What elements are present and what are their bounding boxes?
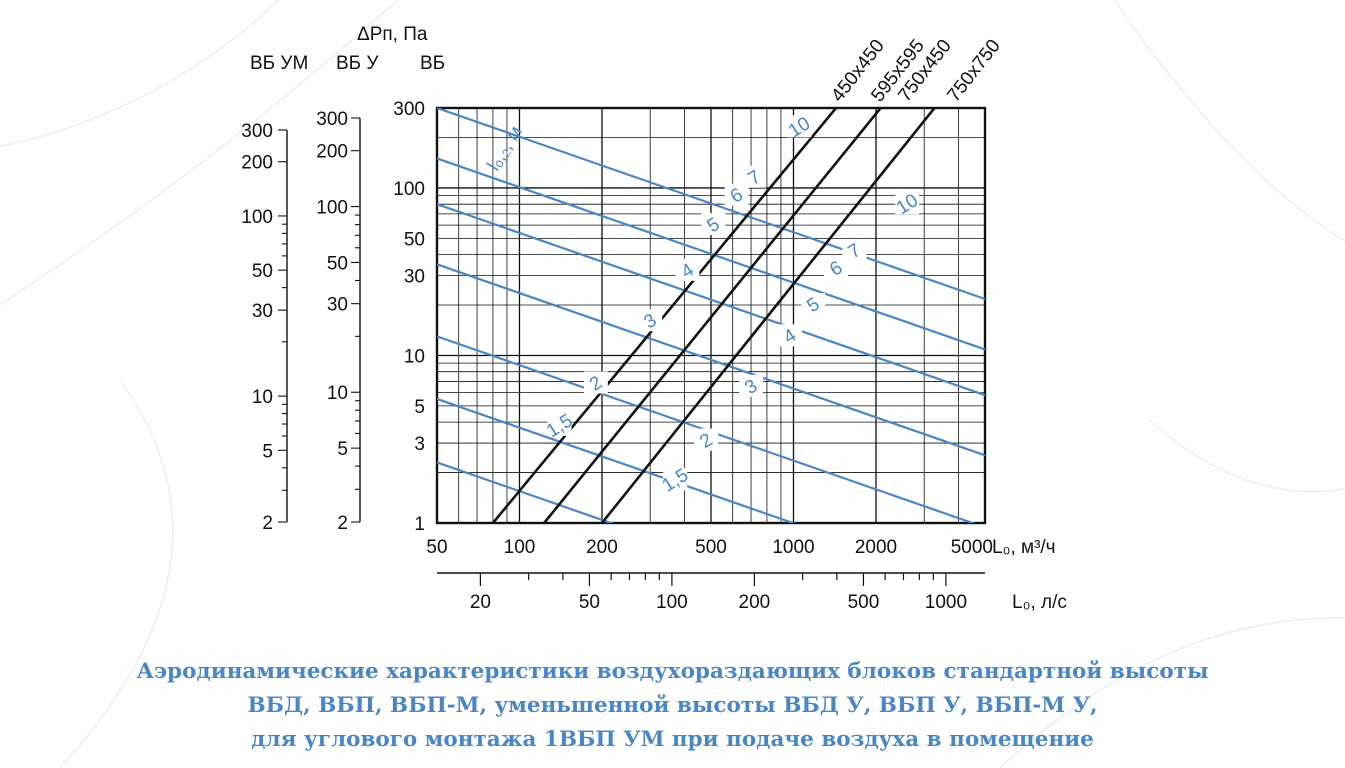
y-tick-label: 30 (404, 267, 425, 288)
series-line (600, 108, 936, 523)
y-axis: 1 3 5 10 30 50 100 300 (393, 99, 425, 535)
x-axis-label: L₀, м³/ч (992, 537, 1056, 558)
caption-line-3: для углового монтажа 1ВБП УМ при подаче … (251, 727, 1094, 752)
vbum-axis-tick-label: 200 (241, 153, 273, 174)
bg-arc (1149, 419, 1345, 493)
pressure-header: ΔPп, Па (357, 24, 428, 45)
x-tick-label: 1000 (772, 537, 814, 558)
vbum-axis-title: ВБ УМ (250, 53, 308, 74)
y-tick-label: 5 (414, 397, 425, 418)
vbum-axis-tick-label: 10 (252, 387, 273, 408)
throw-label-bg (724, 183, 749, 206)
vbu-axis: 2 5 10 30 50 100 200 300 (316, 109, 361, 534)
throw-lines (437, 108, 985, 523)
x-tick-label: 5000 (951, 537, 993, 558)
throw-label-bg (739, 374, 764, 397)
x-tick-label: 2000 (855, 537, 897, 558)
throw-line (437, 157, 985, 351)
vbu-axis-tick-label: 300 (316, 109, 348, 130)
x2-tick-label: 500 (848, 592, 880, 613)
throw-label-bg (694, 428, 719, 451)
series-lines (491, 108, 936, 523)
vb-axis-title: ВБ (420, 53, 445, 74)
throw-line (437, 461, 615, 523)
vbum-axis: 2 5 10 30 50 100 200 300 (241, 121, 288, 534)
throw-label-bg (842, 239, 867, 262)
throw-line (437, 203, 985, 397)
series-line (543, 108, 882, 523)
x2-tick-label: 20 (470, 592, 491, 613)
bg-arc (999, 617, 1345, 768)
plot-frame (435, 106, 987, 525)
bg-arc (59, 379, 174, 768)
vbum-axis-tick-label: 2 (262, 513, 273, 534)
caption-line-1: Аэродинамические характеристики воздухор… (136, 659, 1209, 684)
vbu-axis-tick-label: 5 (337, 439, 348, 460)
bg-arc (0, 0, 281, 148)
x2-axis-label: L₀, л/с (1012, 592, 1067, 613)
throw-label-bg (547, 413, 572, 436)
throw-line (437, 263, 985, 457)
vbum-axis-tick-label: 30 (252, 301, 273, 322)
x-tick-label: 100 (504, 537, 536, 558)
throw-label-bg (638, 309, 663, 332)
y-tick-label: 10 (404, 346, 425, 367)
throw-label-bg (742, 165, 767, 188)
x-tick-label: 500 (695, 537, 727, 558)
x-tick-label: 50 (426, 537, 447, 558)
throw-line (437, 397, 797, 523)
y-tick-label: 300 (393, 99, 425, 120)
y-tick-label: 100 (393, 179, 425, 200)
series-line (491, 108, 838, 523)
bg-arc (0, 0, 399, 306)
throw-label-bg (663, 468, 688, 491)
x2-axis: 20 50 100 200 500 1000 L₀, л/с (437, 572, 1067, 613)
vbu-axis-tick-label: 30 (327, 295, 348, 316)
vbu-axis-tick-label: 50 (327, 253, 348, 274)
throw-label-bg (824, 256, 849, 279)
vbu-axis-title: ВБ У (336, 53, 379, 74)
vbum-axis-tick-label: 5 (262, 441, 273, 462)
y-tick-label: 3 (414, 434, 425, 455)
throw-label-bg (895, 192, 920, 215)
throw-line (437, 108, 985, 301)
x2-tick-label: 50 (579, 592, 600, 613)
vbum-axis-tick-label: 50 (252, 261, 273, 282)
throw-quantity-label: l₀,₂, м (483, 122, 526, 174)
throw-label-bg (675, 258, 700, 281)
throw-label-bg (801, 293, 826, 316)
throw-label-bg (583, 371, 608, 394)
throw-label-bg (701, 213, 726, 236)
x2-tick-label: 100 (656, 592, 688, 613)
vbu-axis-tick-label: 200 (316, 142, 348, 163)
vbu-axis-tick-label: 100 (316, 198, 348, 219)
throw-label-bg (777, 324, 802, 347)
throw-label-bg (787, 115, 812, 138)
vbu-axis-tick-label: 2 (337, 513, 348, 534)
y-tick-label: 50 (404, 229, 425, 250)
vbu-axis-tick-label: 10 (327, 383, 348, 404)
chart-caption: Аэродинамические характеристики воздухор… (0, 655, 1345, 757)
x-tick-label: 200 (586, 537, 618, 558)
x2-tick-label: 1000 (925, 592, 967, 613)
vbum-axis-tick-label: 300 (241, 121, 273, 142)
y-tick-label: 1 (414, 514, 425, 535)
x-axis: 50 100 200 500 1000 2000 5000 L₀, м³/ч (426, 537, 1055, 558)
caption-line-2: ВБД, ВБП, ВБП-М, уменьшенной высоты ВБД … (247, 693, 1098, 718)
x2-tick-label: 200 (739, 592, 771, 613)
vbum-axis-tick-label: 100 (241, 207, 273, 228)
